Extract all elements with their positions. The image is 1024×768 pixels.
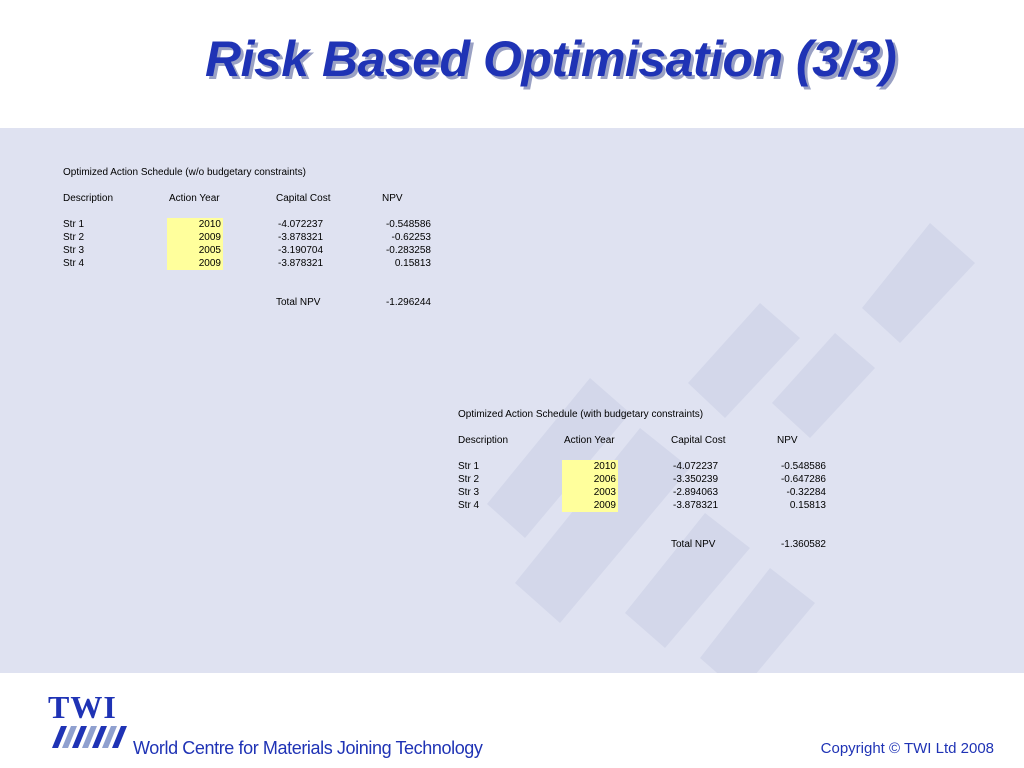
row-npv: -0.283258 [385,245,431,256]
copyright-text: Copyright © TWI Ltd 2008 [820,740,994,757]
row-action-year: 2003 [562,486,618,499]
row-capital-cost: -4.072237 [673,461,719,472]
row-capital-cost: -4.072237 [278,219,324,230]
row-npv: -0.548586 [780,461,826,472]
row-description: Str 3 [458,487,480,498]
row-action-year: 2005 [167,244,223,257]
twi-logo: TWI [48,690,130,758]
column-header-capital-cost: Capital Cost [276,193,331,204]
row-action-year: 2009 [167,257,223,270]
row-npv: -0.32284 [786,487,826,498]
column-header-description: Description [458,435,509,446]
row-description: Str 4 [63,258,85,269]
column-header-npv: NPV [777,435,798,446]
footer-tagline: World Centre for Materials Joining Techn… [133,738,483,758]
row-capital-cost: -3.878321 [278,232,324,243]
row-capital-cost: -3.190704 [278,245,324,256]
column-header-description: Description [63,193,114,204]
column-header-action-year: Action Year [564,435,615,446]
column-header-action-year: Action Year [169,193,220,204]
row-action-year: 2010 [167,218,223,231]
row-npv: -0.647286 [780,474,826,485]
schedule-heading: Optimized Action Schedule (w/o budgetary… [63,167,306,178]
schedule-with-budget: Optimized Action Schedule (with budgetar… [458,408,838,558]
row-npv: 0.15813 [394,258,431,269]
row-action-year: 2010 [562,460,618,473]
row-description: Str 4 [458,500,480,511]
row-capital-cost: -3.350239 [673,474,719,485]
twi-watermark-icon [487,223,975,673]
row-action-year: 2009 [167,231,223,244]
total-npv-label: Total NPV [276,297,321,308]
total-npv-value: -1.360582 [780,539,826,550]
twi-logo-text: TWI [48,689,117,725]
column-header-capital-cost: Capital Cost [671,435,726,446]
row-description: Str 2 [458,474,480,485]
total-npv-label: Total NPV [671,539,716,550]
row-capital-cost: -3.878321 [278,258,324,269]
row-action-year: 2009 [562,499,618,512]
row-capital-cost: -3.878321 [673,500,719,511]
row-npv: -0.62253 [391,232,431,243]
row-capital-cost: -2.894063 [673,487,719,498]
column-header-npv: NPV [382,193,403,204]
row-description: Str 3 [63,245,85,256]
content-area: Optimized Action Schedule (w/o budgetary… [0,128,1024,673]
row-description: Str 2 [63,232,85,243]
schedule-without-budget: Optimized Action Schedule (w/o budgetary… [63,166,443,316]
slide-title: Risk Based Optimisation (3/3) [205,31,897,87]
schedule-heading: Optimized Action Schedule (with budgetar… [458,409,704,420]
row-action-year: 2006 [562,473,618,486]
row-npv: 0.15813 [789,500,826,511]
row-description: Str 1 [458,461,480,472]
stripes-icon [52,726,127,748]
row-description: Str 1 [63,219,85,230]
row-npv: -0.548586 [385,219,431,230]
total-npv-value: -1.296244 [385,297,431,308]
